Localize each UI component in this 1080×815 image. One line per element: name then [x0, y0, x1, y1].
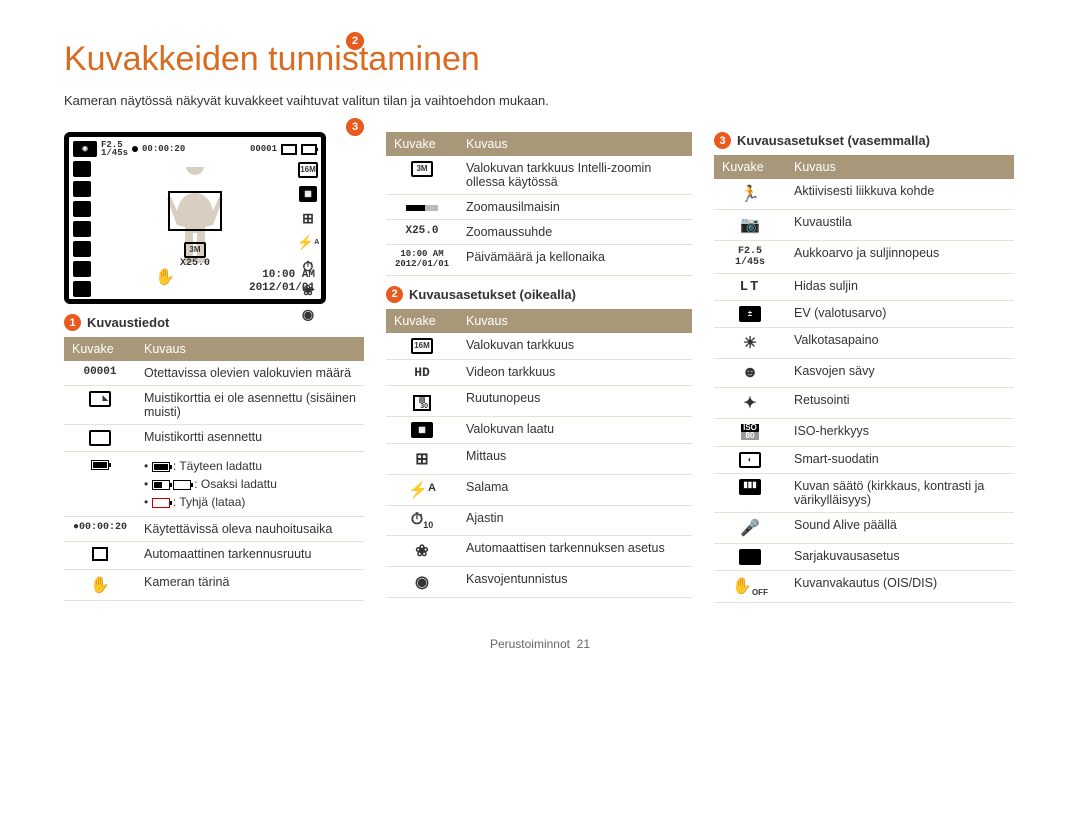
- table-row: 🏃Aktiivisesti liikkuva kohde: [714, 179, 1014, 210]
- flash-icon: ⚡ᴬ: [408, 482, 436, 499]
- table-row: 16MValokuvan tarkkuus: [386, 333, 692, 360]
- internal-memory-icon: ◣: [89, 391, 111, 407]
- left-setting-icons: [73, 161, 91, 297]
- timer-icon: ⏱10: [411, 511, 434, 528]
- ev-icon: ±: [739, 306, 761, 322]
- table-row: ✋Kameran tärinä: [64, 570, 364, 601]
- image-adjust-icon: ▮▮▮: [739, 479, 761, 495]
- retouch-icon: ✦: [743, 395, 756, 412]
- table-top-info: KuvakeKuvaus 3MValokuvan tarkkuus Intell…: [386, 132, 692, 276]
- shake-hand-icon: ✋: [155, 267, 175, 287]
- table-row: LTHidas suljin: [714, 274, 1014, 301]
- table-row: ▮▮▮Kuvan säätö (kirkkaus, kontrasti ja v…: [714, 474, 1014, 513]
- section-2-heading: 2Kuvausasetukset (oikealla): [386, 286, 692, 303]
- table-row: 📷Kuvaustila: [714, 210, 1014, 241]
- table-row: HDVideon tarkkuus: [386, 359, 692, 385]
- table-row: ⏱10Ajastin: [386, 505, 692, 535]
- page-title: Kuvakkeiden tunnistaminen: [64, 40, 1016, 79]
- resolution-16m-icon: 16M: [411, 338, 433, 354]
- shake-icon: ✋: [90, 577, 110, 594]
- zoom-indicator-icon: [406, 205, 438, 211]
- memory-card-icon: [89, 430, 111, 446]
- shots-remaining-label: 00001: [250, 144, 277, 154]
- focus-frame-icon: [168, 191, 222, 231]
- camera-mode-icon: 📷: [740, 217, 760, 234]
- table-row: ☀Valkotasapaino: [714, 328, 1014, 359]
- table-row: F2.51/45sAukkoarvo ja suljinnopeus: [714, 241, 1014, 274]
- camera-icon: ◉: [73, 141, 97, 157]
- ois-icon: ✋OFF: [732, 578, 768, 595]
- running-icon: 🏃: [740, 186, 760, 203]
- table-row: ◉Kasvojentunnistus: [386, 566, 692, 597]
- iso-icon: ISO80: [741, 424, 759, 440]
- battery-icon: [301, 144, 317, 155]
- fps-icon: ▤30: [413, 395, 431, 411]
- callout-marker-3: 3: [346, 118, 364, 136]
- aperture-label: F2.51/45s: [101, 141, 128, 157]
- table-row: ✦Retusointi: [714, 388, 1014, 419]
- camera-screen-diagram: ◉ F2.51/45s 00:00:20 00001: [64, 132, 326, 304]
- focus-square-icon: [92, 547, 108, 561]
- quality-icon: ▦: [411, 422, 433, 438]
- metering-icon: ⊞: [415, 451, 428, 468]
- macro-icon: ❀: [415, 543, 428, 560]
- table-row: ▦Valokuvan laatu: [386, 416, 692, 443]
- face-detect-icon: ◉: [415, 574, 429, 591]
- table-row: ☻Kasvojen sävy: [714, 359, 1014, 388]
- card-icon: [281, 144, 297, 155]
- table-header-desc: Kuvaus: [136, 337, 364, 361]
- record-time-label: 00:00:20: [142, 144, 185, 154]
- face-tone-icon: ☻: [742, 364, 759, 381]
- table-row: X25.0Zoomaussuhde: [386, 220, 692, 245]
- table-row: Zoomausilmaisin: [386, 195, 692, 220]
- page-subtitle: Kameran näytössä näkyvät kuvakkeet vaiht…: [64, 93, 1016, 108]
- datetime-label: 10:00 AM2012/01/01: [249, 269, 315, 295]
- zoom-info: 3M X25.0: [180, 242, 210, 269]
- battery-full-icon: [91, 460, 109, 470]
- table-section-1: KuvakeKuvaus 00001Otettavissa olevien va…: [64, 337, 364, 601]
- record-dot-icon: [132, 146, 138, 152]
- page-footer: Perustoiminnot 21: [64, 637, 1016, 651]
- table-row: ±EV (valotusarvo): [714, 301, 1014, 328]
- white-balance-icon: ☀: [743, 335, 757, 352]
- table-row: ▤30Ruutunopeus: [386, 385, 692, 416]
- table-row: ISO80ISO-herkkyys: [714, 419, 1014, 447]
- table-row: ❀Automaattisen tarkennuksen asetus: [386, 535, 692, 566]
- table-row: 🎤Sound Alive päällä: [714, 513, 1014, 544]
- table-row: ⊞Mittaus: [386, 443, 692, 474]
- table-row: 10:00 AM2012/01/01Päivämäärä ja kellonai…: [386, 245, 692, 276]
- table-section-3: KuvakeKuvaus 🏃Aktiivisesti liikkuva kohd…: [714, 155, 1014, 603]
- table-row: • : Täyteen ladattu • : Osaksi ladattu •…: [64, 452, 364, 517]
- table-row: Sarjakuvausasetus: [714, 544, 1014, 571]
- table-row: ✋OFFKuvanvakautus (OIS/DIS): [714, 571, 1014, 603]
- callout-marker-2: 2: [346, 32, 364, 50]
- right-setting-icons: 16M ▦ ⊞ ⚡A ⏱ ❀ ◉: [299, 161, 317, 323]
- smart-filter-icon: ◐: [739, 452, 761, 468]
- table-section-2: KuvakeKuvaus 16MValokuvan tarkkuus HDVid…: [386, 309, 692, 598]
- table-row: ◐Smart-suodatin: [714, 447, 1014, 474]
- table-row: 00001Otettavissa olevien valokuvien määr…: [64, 361, 364, 386]
- resolution-3m-icon: 3M: [411, 161, 433, 177]
- table-row: ⚡ᴬSalama: [386, 474, 692, 505]
- table-header-icon: Kuvake: [64, 337, 136, 361]
- section-3-heading: 3Kuvausasetukset (vasemmalla): [714, 132, 1014, 149]
- section-1-heading: 1Kuvaustiedot: [64, 314, 364, 331]
- table-row: ●00:00:20Käytettävissä oleva nauhoitusai…: [64, 517, 364, 542]
- table-row: Automaattinen tarkennusruutu: [64, 542, 364, 570]
- table-row: ◣Muistikorttia ei ole asennettu (sisäine…: [64, 386, 364, 425]
- mic-icon: 🎤: [740, 520, 760, 537]
- table-row: Muistikortti asennettu: [64, 425, 364, 452]
- table-row: 3MValokuvan tarkkuus Intelli-zoomin olle…: [386, 156, 692, 195]
- burst-icon: [739, 549, 761, 565]
